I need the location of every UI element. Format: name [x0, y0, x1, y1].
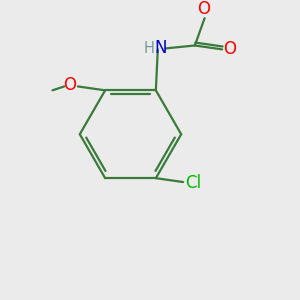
Text: O: O — [224, 40, 236, 58]
Text: H: H — [144, 41, 154, 56]
Text: O: O — [197, 0, 210, 18]
Text: O: O — [64, 76, 76, 94]
Text: N: N — [154, 39, 167, 57]
Text: Cl: Cl — [185, 174, 201, 192]
